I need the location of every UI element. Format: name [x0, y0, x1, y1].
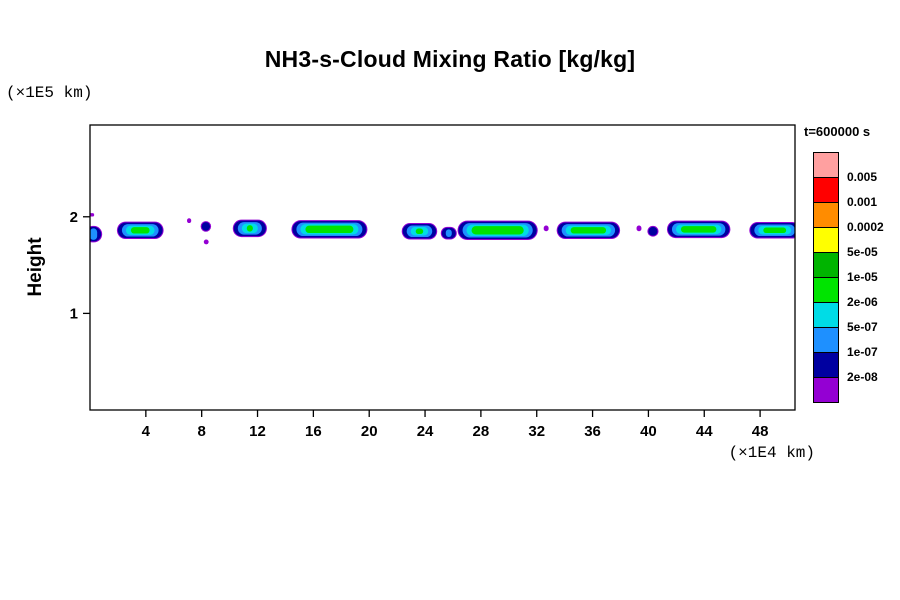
cloud-speck: [636, 225, 642, 232]
y-axis-title: Height: [25, 237, 46, 297]
cloud-core: [130, 227, 150, 234]
cloud-speck: [543, 225, 549, 232]
y-tick-label: 2: [70, 209, 78, 226]
colorbar-label: 0.001: [847, 195, 878, 209]
cloud-outline: [648, 226, 658, 236]
x-tick-label: 44: [696, 423, 713, 440]
colorbar-label: 5e-05: [847, 245, 878, 259]
colorbar-swatch: [813, 327, 839, 353]
x-tick-label: 24: [417, 423, 434, 440]
cloud-blue: [445, 229, 452, 238]
colorbar-swatch: [813, 202, 839, 228]
clouds-layer: [90, 213, 795, 245]
y-axis-unit-label: (×1E5 km): [6, 84, 93, 102]
colorbar-label: 0.0002: [847, 220, 884, 234]
colorbar-swatch: [813, 152, 839, 178]
x-tick-label: 28: [473, 423, 490, 440]
colorbar-swatch: [813, 277, 839, 303]
cloud-core: [763, 227, 787, 234]
colorbar-label: 1e-05: [847, 270, 878, 284]
x-tick-label: 16: [305, 423, 322, 440]
x-tick-label: 48: [752, 423, 769, 440]
x-tick-label: 32: [528, 423, 545, 440]
y-tick-label: 1: [70, 305, 78, 322]
cloud-outline: [201, 222, 211, 231]
cloud-speck: [203, 239, 209, 245]
x-tick-label: 20: [361, 423, 378, 440]
cloud-core: [471, 226, 524, 235]
x-tick-label: 40: [640, 423, 657, 440]
cloud-core: [570, 227, 607, 234]
chart-title: NH3-s-Cloud Mixing Ratio [kg/kg]: [264, 46, 636, 72]
x-tick-label: 12: [249, 423, 266, 440]
x-tick-label: 4: [142, 423, 151, 440]
cloud-core: [415, 228, 424, 235]
colorbar-swatch: [813, 377, 839, 403]
cloud-core: [305, 225, 354, 234]
cloud-speck: [187, 218, 192, 224]
cloud-blue: [90, 228, 98, 240]
colorbar-swatch: [813, 352, 839, 378]
colorbar-label: 1e-07: [847, 345, 878, 359]
colorbar-swatch: [813, 302, 839, 328]
x-tick-label: 36: [584, 423, 601, 440]
colorbar: 0.005 0.001 0.0002 5e-05 1e-05 2e-06 5e-07 1e-0…: [813, 152, 900, 403]
plot-frame: [89, 124, 796, 411]
colorbar-swatch: [813, 252, 839, 278]
x-tick-label: 8: [198, 423, 206, 440]
cloud-core: [680, 226, 717, 233]
colorbar-label: 0.005: [847, 170, 878, 184]
cloud-speck: [90, 213, 95, 217]
colorbar-label: 5e-07: [847, 320, 878, 334]
colorbar-label: 2e-06: [847, 295, 878, 309]
x-axis-unit-label: (×1E4 km): [728, 444, 815, 462]
cloud-core: [246, 225, 253, 232]
colorbar-label: 2e-08: [847, 370, 878, 384]
colorbar-time-label: t=600000 s: [804, 124, 871, 139]
colorbar-swatch: [813, 227, 839, 253]
colorbar-swatch: [813, 177, 839, 203]
